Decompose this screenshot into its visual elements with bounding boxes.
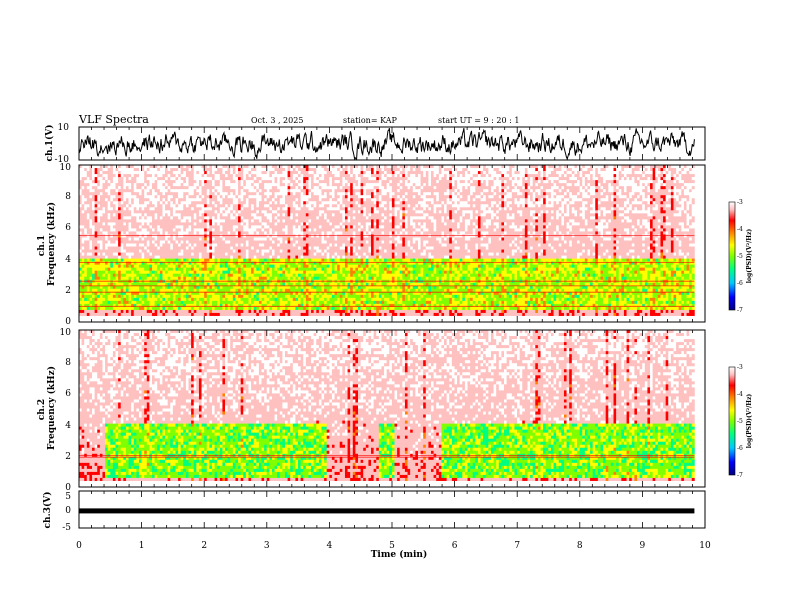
ch1-freq-tick-4: 4	[65, 255, 71, 265]
ch1-freq-tick-0: 0	[65, 317, 71, 327]
ch1-ylabel-frequency: Frequency (kHz)	[46, 202, 57, 286]
ch1-ytick-top: 10	[58, 123, 70, 133]
ch1-spectrogram-panel: 0 2 4 6 8 10 ch.1 Frequency (kHz) -3 -4 …	[37, 163, 753, 327]
ch2-freq-tick-2: 2	[65, 452, 71, 462]
ch1-waveform-ylabel: ch.1(V)	[44, 125, 55, 162]
ch2-freq-tick-8: 8	[65, 358, 71, 368]
time-tick-label: 8	[577, 541, 583, 551]
ch2-ylabel-channel: ch.2	[37, 399, 47, 420]
ch3-ytick-bottom: -5	[62, 523, 71, 533]
ch2-colorbar-gradient	[728, 366, 736, 476]
ch2-freq-tick-0: 0	[65, 483, 71, 493]
ch3-ytick-top: 5	[65, 492, 71, 502]
ch2-spectrogram-cells	[79, 330, 695, 488]
time-tick-label: 7	[514, 541, 520, 551]
time-tick-label: 10	[699, 541, 711, 551]
ch2-cb-tick-m5: -5	[737, 418, 743, 425]
time-tick-label: 1	[139, 541, 145, 551]
ch1-freq-tick-8: 8	[65, 192, 71, 202]
ch3-waveform-panel: 5 0 -5 ch.3(V) 0 1 2 3 4 5 6 7 8 9 10 Time (min)	[42, 490, 711, 560]
ch2-cb-tick-m6: -6	[737, 445, 743, 452]
ch2-freq-tick-10: 10	[60, 328, 72, 338]
ch1-spectrogram-ylabel: ch.1 Frequency (kHz)	[37, 202, 57, 286]
start-time-label: start UT = 9 : 20 : 1	[438, 116, 519, 125]
ch1-cb-tick-m4: -4	[737, 226, 743, 233]
ch1-waveform-xticks	[78, 127, 706, 160]
ch2-cb-tick-m7: -7	[737, 472, 743, 479]
ch2-colorbar-label: log(PSD)(V²/Hz)	[746, 394, 753, 449]
time-tick-label: 9	[640, 541, 646, 551]
time-tick-label: 0	[76, 541, 82, 551]
ch1-freq-tick-6: 6	[65, 223, 71, 233]
time-tick-label: 2	[201, 541, 207, 551]
ch1-spectrogram-cells	[79, 165, 695, 323]
ch1-ytick-bottom: -10	[55, 155, 70, 165]
date-label: Oct. 3 , 2025	[251, 116, 303, 125]
ch2-cb-tick-m3: -3	[737, 364, 743, 371]
time-tick-label: 4	[327, 541, 333, 551]
ch1-colorbar: -3 -4 -5 -6 -7 log(PSD)(V²/Hz)	[728, 199, 753, 314]
ch2-ylabel-frequency: Frequency (kHz)	[46, 366, 57, 450]
time-axis-label: Time (min)	[371, 549, 428, 560]
ch1-ylabel-channel: ch.1	[37, 235, 47, 256]
ch1-cb-tick-m7: -7	[737, 307, 743, 314]
ch3-waveform-xticks	[78, 491, 706, 528]
ch1-cb-tick-m5: -5	[737, 253, 743, 260]
ch1-colorbar-label: log(PSD)(V²/Hz)	[746, 229, 753, 284]
ch1-cb-tick-m6: -6	[737, 280, 743, 287]
time-tick-label: 3	[264, 541, 270, 551]
ch2-spectrogram-panel: 0 2 4 6 8 10 ch.2 Frequency (kHz) -3 -4 …	[37, 328, 753, 493]
ch1-spectrogram-yticks: 0 2 4 6 8 10	[60, 163, 72, 327]
ch1-freq-tick-2: 2	[65, 286, 71, 296]
ch1-cb-tick-m3: -3	[737, 199, 743, 206]
ch1-waveform-line	[78, 127, 695, 161]
ch1-waveform-panel: 10 -10 ch.1(V)	[44, 123, 706, 165]
ch2-cb-tick-m4: -4	[737, 391, 743, 398]
ch1-colorbar-gradient	[728, 201, 736, 311]
station-label: station= KAP	[343, 116, 398, 125]
figure-title: VLF Spectra	[78, 113, 149, 126]
time-axis-tick-labels: 0 1 2 3 4 5 6 7 8 9 10	[76, 541, 711, 551]
ch1-freq-tick-10: 10	[60, 163, 72, 173]
ch3-ytick-mid: 0	[65, 506, 71, 516]
ch2-colorbar: -3 -4 -5 -6 -7 log(PSD)(V²/Hz)	[728, 364, 753, 479]
time-tick-label: 5	[389, 541, 395, 551]
ch2-freq-tick-4: 4	[65, 421, 71, 431]
ch3-waveform-ylabel: ch.3(V)	[42, 492, 53, 529]
ch2-spectrogram-ylabel: ch.2 Frequency (kHz)	[37, 366, 57, 450]
ch2-spectrogram-yticks: 0 2 4 6 8 10	[60, 328, 72, 493]
ch3-waveform-trace	[79, 508, 695, 514]
time-tick-label: 6	[452, 541, 458, 551]
ch2-freq-tick-6: 6	[65, 389, 71, 399]
ch1-spectrogram-xticks	[78, 165, 706, 322]
ch2-spectrogram-xticks	[78, 330, 706, 487]
